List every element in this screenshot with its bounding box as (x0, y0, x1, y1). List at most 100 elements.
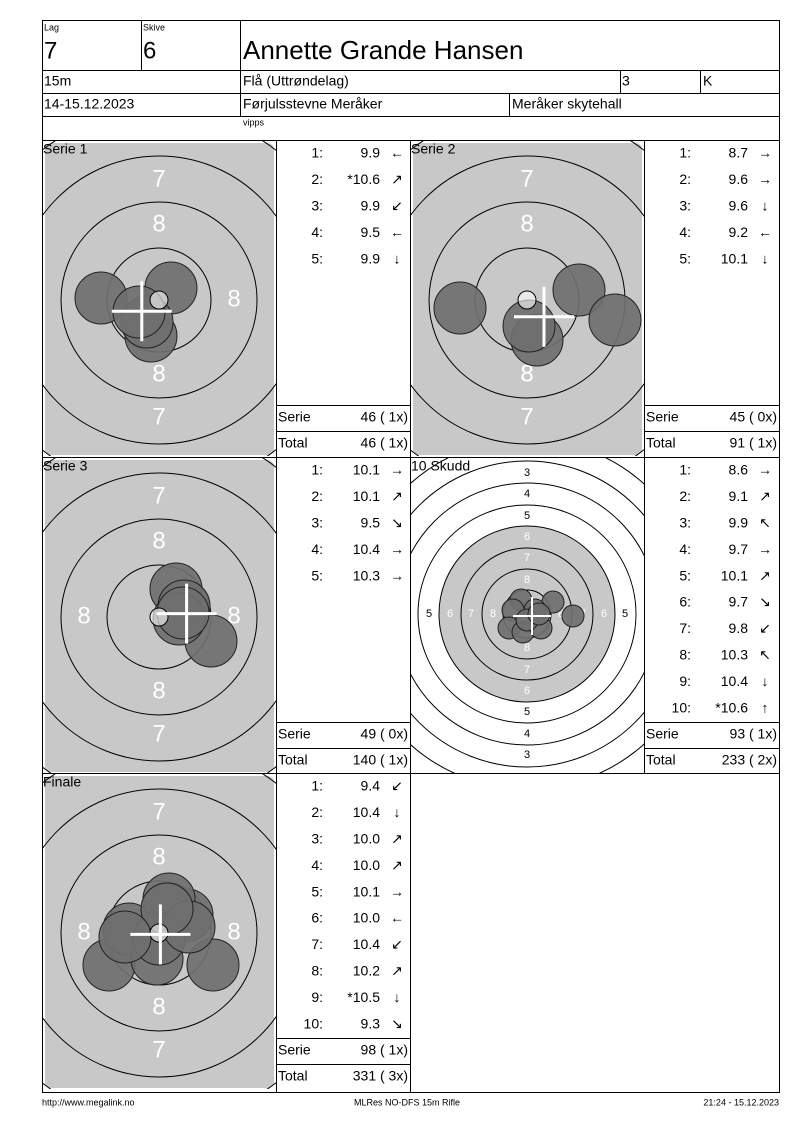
shot-direction: ↗ (759, 488, 771, 504)
target: 7 8 8 8 7 (43, 141, 276, 456)
serie-score: 49 ( 0x) (361, 726, 408, 742)
shot-score: 9.2 (729, 224, 749, 240)
value: K (703, 73, 713, 89)
shot-number: 2: (311, 804, 323, 820)
ring (43, 788, 276, 1078)
ring-label: 5 (524, 706, 530, 718)
shot-number: 5: (679, 250, 691, 266)
shot-number: 1: (679, 462, 691, 478)
shot-score: 10.0 (353, 857, 380, 873)
label: Skive (143, 22, 165, 32)
ring-label: 7 (524, 552, 530, 564)
shot-direction: ↓ (394, 250, 401, 266)
shooter-name: Annette Grande Hansen (243, 35, 523, 65)
shot-direction: → (758, 171, 772, 187)
ring (43, 155, 276, 445)
shot-direction: ↗ (759, 567, 771, 583)
serie-score: 46 ( 1x) (361, 409, 408, 425)
ten-ring (149, 607, 169, 627)
footer: http://www.megalink.no MLRes NO-DFS 15m … (42, 1097, 779, 1107)
shot-number: 8: (679, 647, 691, 663)
shot-score: 9.7 (729, 594, 749, 610)
shot-number: 4: (311, 224, 323, 240)
total-label: Total (646, 435, 676, 451)
ring-label: 8 (524, 642, 530, 654)
ring-label: 5 (426, 608, 432, 620)
ring (438, 525, 616, 703)
shot-number: 6: (311, 910, 323, 926)
serie-label: Serie (278, 409, 311, 425)
shot-score: *10.6 (347, 171, 380, 187)
ring-label: 4 (524, 488, 530, 500)
shot-number: 4: (679, 224, 691, 240)
value: 3 (622, 73, 630, 89)
ring-label: 7 (152, 165, 165, 192)
total-score: 91 ( 1x) (730, 435, 777, 451)
total-score: 46 ( 1x) (361, 435, 408, 451)
target: 7 8 8 7 (411, 141, 644, 456)
ring-label: 7 (520, 165, 533, 192)
shot-direction: → (758, 462, 772, 478)
footer-text: http://www.megalink.no (42, 1097, 135, 1107)
shot-score: 10.4 (721, 673, 748, 689)
shot-number: 1: (679, 145, 691, 161)
shot-direction: ↗ (391, 488, 403, 504)
shot-score: *10.5 (347, 989, 380, 1005)
shot-number: 9: (679, 673, 691, 689)
shot-number: 10: (304, 1015, 323, 1031)
ring (60, 834, 258, 1032)
footer-text: 21:24 - 15.12.2023 (703, 1097, 779, 1107)
ring-label: 3 (524, 467, 530, 479)
total-score: 233 ( 2x) (722, 752, 777, 768)
shot-hole (588, 293, 642, 347)
shot-direction: ↙ (759, 620, 771, 636)
ring-label: 8 (152, 993, 165, 1020)
shot-score: 10.1 (353, 883, 380, 899)
value: Meråker skytehall (512, 96, 622, 112)
shot-number: 1: (311, 462, 323, 478)
shot-number: 1: (311, 778, 323, 794)
ring-label: 5 (524, 510, 530, 522)
shot-number: 5: (311, 883, 323, 899)
ring-label: 8 (77, 602, 90, 629)
shot-score: 9.6 (729, 171, 749, 187)
shot-score: 8.6 (729, 462, 749, 478)
ring-label: 7 (520, 403, 533, 430)
ring-label: 7 (468, 608, 474, 620)
shot-score: 10.1 (721, 567, 748, 583)
shot-score: 9.3 (361, 1015, 381, 1031)
ring-label: 8 (524, 574, 530, 586)
serie-score: 93 ( 1x) (730, 726, 777, 742)
shot-number: 5: (679, 567, 691, 583)
shot-direction: ← (390, 910, 404, 926)
shot-direction: ↘ (391, 1015, 403, 1031)
ring-label: 3 (524, 749, 530, 761)
shot-number: 3: (311, 831, 323, 847)
shot-direction: ↗ (391, 171, 403, 187)
total-score: 140 ( 1x) (353, 752, 408, 768)
panel-title: Finale (43, 774, 81, 790)
target: 7 8 8 8 8 7 (43, 774, 276, 1089)
shot-score: 10.0 (353, 831, 380, 847)
ring (417, 504, 637, 724)
ring-label: 8 (152, 210, 165, 237)
shot-score: 10.2 (353, 963, 380, 979)
ring-label: 4 (524, 728, 530, 740)
ring-label: 7 (152, 482, 165, 509)
shot-number: 3: (311, 198, 323, 214)
panel-title: Serie 3 (43, 458, 88, 474)
shot-number: 2: (679, 171, 691, 187)
shot-direction: ↓ (762, 198, 769, 214)
grid-lines (42, 20, 780, 1093)
ring-label: 7 (524, 664, 530, 676)
target: 7 8 8 8 8 7 (43, 458, 276, 773)
shot-direction: ↗ (391, 963, 403, 979)
ring-label: 8 (152, 843, 165, 870)
total-label: Total (278, 435, 308, 451)
shot-hole (527, 602, 551, 626)
shot-direction: → (390, 883, 404, 899)
shot-direction: ↙ (391, 778, 403, 794)
ring (60, 201, 258, 399)
ring (411, 155, 644, 445)
shot-score: 9.9 (361, 145, 381, 161)
